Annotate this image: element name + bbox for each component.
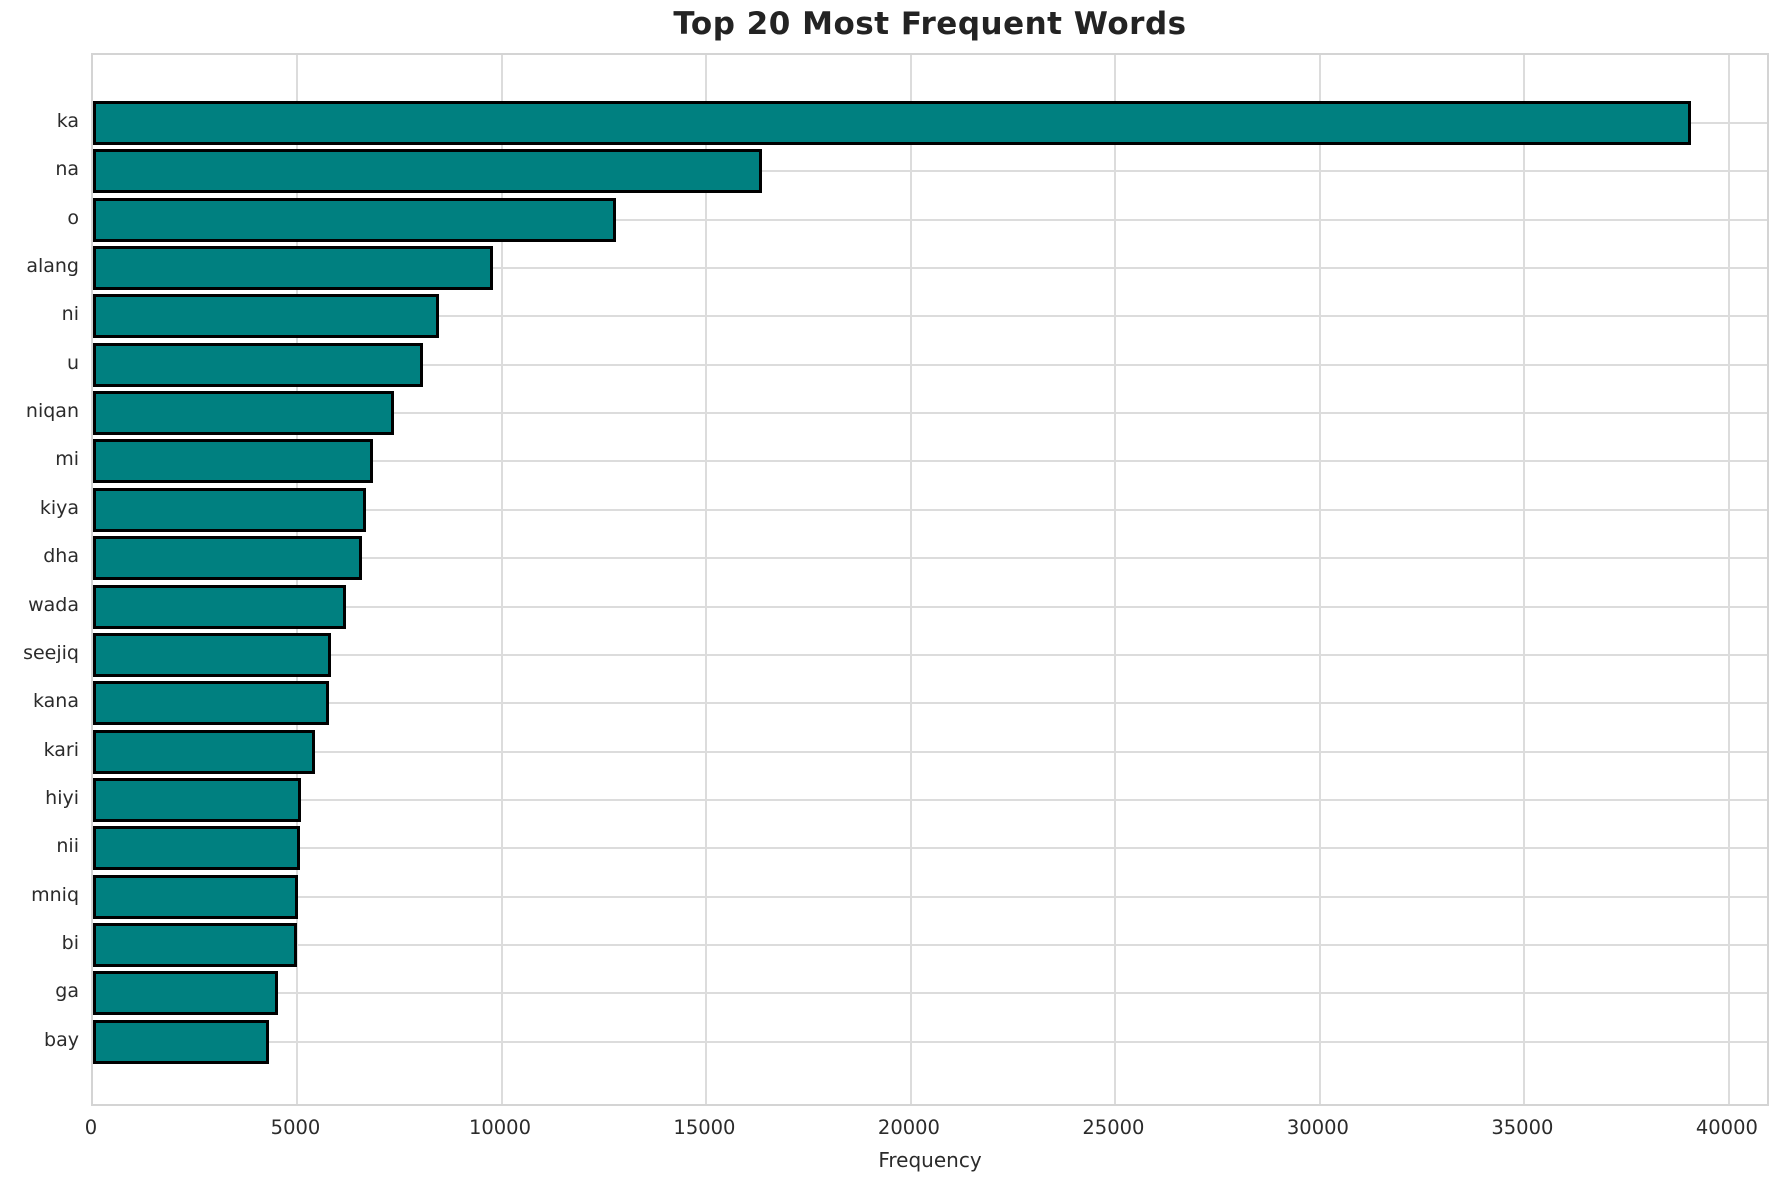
- y-tick-label: wada: [28, 593, 79, 616]
- y-tick-label: mi: [55, 448, 79, 471]
- y-gridline: [93, 363, 1767, 366]
- chart-title: Top 20 Most Frequent Words: [673, 6, 1187, 42]
- y-gridline: [93, 992, 1767, 995]
- x-tick-label: 40000: [1695, 1116, 1758, 1139]
- y-gridline: [93, 605, 1767, 608]
- y-gridline: [93, 1040, 1767, 1043]
- y-tick-label: o: [67, 206, 79, 229]
- y-tick-label: ga: [55, 980, 79, 1003]
- y-gridline: [93, 460, 1767, 463]
- y-gridline: [93, 218, 1767, 221]
- bar-dha: [93, 536, 362, 581]
- y-gridline: [93, 412, 1767, 415]
- x-gridline: [1727, 55, 1730, 1104]
- x-tick-label: 35000: [1491, 1116, 1554, 1139]
- bar-nii: [93, 826, 301, 871]
- y-tick-label: alang: [26, 255, 79, 278]
- x-gridline: [500, 55, 503, 1104]
- bar-hiyi: [93, 777, 302, 822]
- x-tick-label: 30000: [1286, 1116, 1349, 1139]
- y-gridline: [93, 557, 1767, 560]
- y-gridline: [93, 895, 1767, 898]
- y-gridline: [93, 653, 1767, 656]
- x-tick-label: 0: [84, 1116, 98, 1139]
- x-tick-label: 5000: [270, 1116, 321, 1139]
- bar-wada: [93, 584, 346, 629]
- y-tick-label: seejiq: [23, 641, 79, 664]
- bar-u: [93, 342, 424, 387]
- bar-mi: [93, 439, 373, 484]
- x-tick-label: 15000: [673, 1116, 736, 1139]
- x-gridline: [909, 55, 912, 1104]
- bar-ga: [93, 971, 278, 1016]
- x-gridline: [1523, 55, 1526, 1104]
- x-gridline: [705, 55, 708, 1104]
- y-gridline: [93, 943, 1767, 946]
- y-tick-label: kana: [33, 690, 79, 713]
- y-tick-label: bi: [61, 931, 79, 954]
- y-gridline: [93, 170, 1767, 173]
- x-tick-label: 25000: [1082, 1116, 1145, 1139]
- bar-ka: [93, 101, 1691, 145]
- bar-mniq: [93, 874, 299, 919]
- y-gridline: [93, 508, 1767, 511]
- y-tick-label: u: [66, 351, 79, 374]
- bar-alang: [93, 246, 494, 291]
- y-tick-label: dha: [43, 545, 79, 568]
- bar-niqan: [93, 391, 394, 436]
- bar-bi: [93, 922, 298, 967]
- y-tick-label: mniq: [31, 883, 79, 906]
- bar-na: [93, 149, 762, 194]
- y-tick-label: kari: [43, 738, 79, 761]
- x-axis-label: Frequency: [878, 1148, 982, 1172]
- bar-kana: [93, 681, 330, 726]
- y-gridline: [93, 702, 1767, 705]
- y-tick-label: hiyi: [45, 786, 79, 809]
- plot-area: [91, 53, 1769, 1106]
- y-gridline: [93, 847, 1767, 850]
- y-tick-label: bay: [44, 1028, 79, 1051]
- y-gridline: [93, 315, 1767, 318]
- x-tick-label: 10000: [468, 1116, 531, 1139]
- x-gridline: [1318, 55, 1321, 1104]
- y-tick-label: na: [55, 158, 79, 181]
- bar-bay: [93, 1019, 269, 1064]
- bar-kiya: [93, 487, 366, 532]
- y-tick-label: ni: [61, 303, 79, 326]
- bar-seejiq: [93, 632, 331, 677]
- bar-o: [93, 197, 617, 242]
- y-tick-label: ka: [56, 110, 79, 132]
- x-tick-label: 20000: [877, 1116, 940, 1139]
- y-tick-label: nii: [56, 835, 79, 858]
- bar-kari: [93, 729, 316, 774]
- x-gridline: [1114, 55, 1117, 1104]
- y-gridline: [93, 750, 1767, 753]
- y-gridline: [93, 798, 1767, 801]
- bar-ni: [93, 294, 440, 339]
- y-tick-label: kiya: [39, 496, 79, 519]
- y-tick-label: niqan: [25, 400, 79, 423]
- y-gridline: [93, 267, 1767, 270]
